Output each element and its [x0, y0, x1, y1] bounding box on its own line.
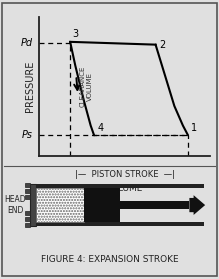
Bar	[25, 217, 30, 221]
Text: Ps: Ps	[22, 130, 33, 140]
Text: 2: 2	[159, 40, 165, 50]
Bar	[84, 188, 120, 222]
Text: FIGURE 4: EXPANSION STROKE: FIGURE 4: EXPANSION STROKE	[41, 254, 178, 264]
Text: CLEARANCE
VOLUME: CLEARANCE VOLUME	[79, 66, 93, 107]
Text: 3: 3	[72, 29, 78, 39]
Bar	[25, 189, 30, 193]
Text: 4: 4	[97, 122, 104, 133]
Text: Pd: Pd	[20, 38, 33, 48]
Text: HEAD
END: HEAD END	[4, 195, 26, 215]
Bar	[36, 184, 204, 188]
Bar	[25, 183, 30, 187]
Text: |—  PISTON STROKE  —|: |— PISTON STROKE —|	[75, 170, 175, 179]
Y-axis label: PRESSURE: PRESSURE	[25, 61, 35, 112]
Bar	[36, 222, 204, 226]
Bar	[30, 184, 36, 226]
Bar	[120, 201, 189, 209]
FancyArrow shape	[189, 195, 205, 215]
Bar	[25, 211, 30, 215]
Text: 1: 1	[191, 122, 198, 133]
Bar	[25, 195, 30, 199]
Bar	[25, 223, 30, 227]
Text: VOLUME: VOLUME	[106, 184, 143, 193]
Bar	[36, 188, 84, 222]
